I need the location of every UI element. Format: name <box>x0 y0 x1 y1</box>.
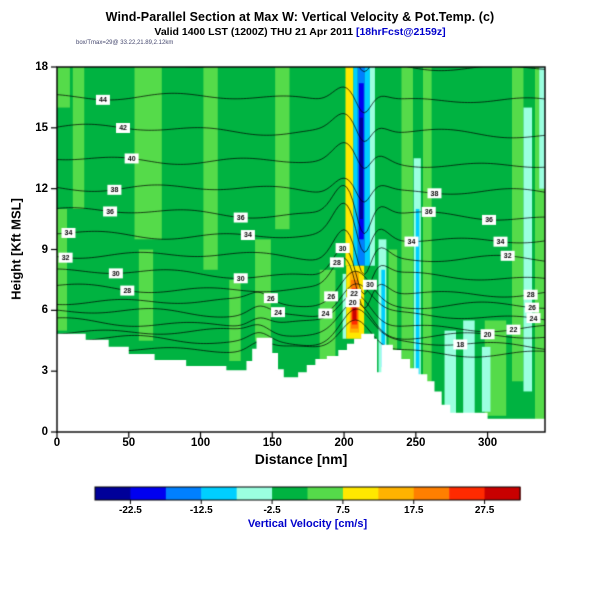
x-tick-label: 100 <box>190 437 211 449</box>
y-tick-label: 18 <box>35 61 48 73</box>
y-tick-label: 3 <box>41 365 48 378</box>
colorbar-tick-label: -2.5 <box>263 505 281 516</box>
y-tick-label: 9 <box>41 243 48 256</box>
y-tick-label: 0 <box>41 426 48 438</box>
x-tick-label: 150 <box>262 437 282 449</box>
forecast-hour-tag: [18hrFcst@2159z] <box>355 26 446 38</box>
x-tick-label: 300 <box>477 437 498 449</box>
colorbar-tick-label: -22.5 <box>119 505 142 516</box>
colorbar-tick-label: 27.5 <box>474 505 495 516</box>
y-axis-label: Height [Kft MSL] <box>8 198 24 300</box>
colorbar-tick-label: 7.5 <box>335 505 350 516</box>
x-axis-label: Distance [nm] <box>254 451 348 467</box>
chart-annotation: box/Tmax=29@ 33.22,21.89,2.12km <box>76 40 174 46</box>
x-tick-label: 0 <box>53 437 61 449</box>
colorbar-tick-label: -12.5 <box>189 505 213 516</box>
valid-time-text: Valid 1400 LST (1200Z) THU 21 Apr 2011 <box>154 26 356 38</box>
colorbar-tick-label: 17.5 <box>404 505 424 516</box>
x-tick-label: 200 <box>334 437 354 449</box>
chart-subtitle: Valid 1400 LST (1200Z) THU 21 Apr 2011 [… <box>0 26 600 38</box>
x-tick-label: 50 <box>122 437 136 449</box>
x-tick-label: 250 <box>406 437 426 449</box>
y-tick-label: 15 <box>35 121 48 134</box>
colorbar-label: Vertical Velocity [cm/s] <box>247 518 368 530</box>
chart-title: Wind-Parallel Section at Max W: Vertical… <box>105 10 495 24</box>
y-tick-label: 6 <box>41 304 48 317</box>
y-tick-label: 12 <box>35 182 48 195</box>
